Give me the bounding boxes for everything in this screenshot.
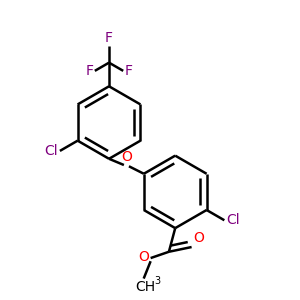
- Text: O: O: [194, 231, 204, 245]
- Text: Cl: Cl: [226, 213, 240, 227]
- Text: Cl: Cl: [44, 144, 57, 158]
- Text: O: O: [138, 250, 149, 264]
- Text: F: F: [85, 64, 94, 79]
- Text: F: F: [124, 64, 133, 79]
- Text: 3: 3: [154, 276, 160, 286]
- Text: O: O: [121, 150, 132, 164]
- Text: F: F: [105, 31, 113, 45]
- Text: CH: CH: [135, 280, 155, 294]
